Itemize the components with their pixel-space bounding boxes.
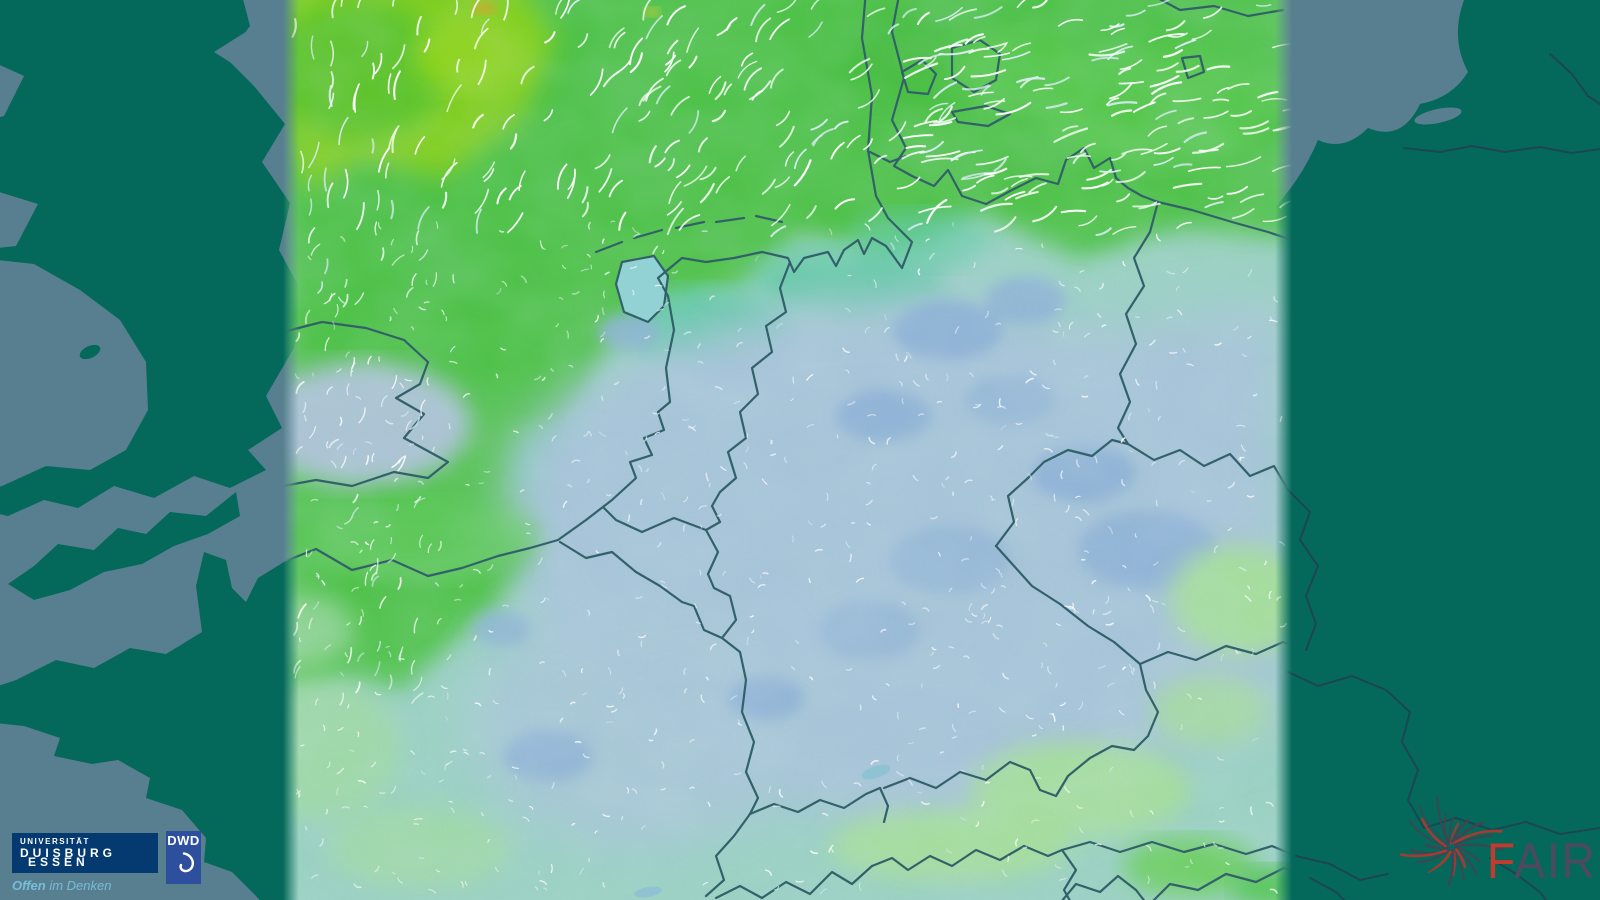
ijsselmeer-lake [616,256,668,322]
funen-island [900,58,938,96]
ude-tagline-rest: im Denken [45,878,112,893]
wadden-islands [594,214,784,254]
dwd-spiral-icon [178,852,194,873]
ude-tagline-lead: Offen [12,878,46,893]
breton-islet [247,793,257,799]
cornwall-land [8,492,240,600]
dim-borders [1287,53,1600,900]
breton-islet [264,815,272,821]
channel-island [205,665,215,671]
border-cz-sw [994,544,1142,666]
border-cz-nw [994,438,1130,548]
border-nl-de [704,260,792,532]
lolland-island [950,104,1012,128]
model-domain-wind-field [240,0,1312,900]
border-ch-west [704,812,752,898]
dwd-label: DWD [167,833,200,848]
firth-of-clyde [0,192,38,248]
border-fr-de [720,636,760,816]
ude-line3: ESSEN [28,855,89,869]
border-de-pl [1116,200,1160,446]
moray-firth [214,28,256,70]
isle-of-man [79,344,101,360]
baltic-sea-dim [1270,0,1468,212]
fair-letters-air: AIR [1514,833,1597,889]
border-cz-pl [1126,442,1290,492]
border-ch-south [714,864,874,900]
border-ch-north [748,786,882,816]
wind-streaks [291,0,1311,895]
hebrides-island [80,2,112,18]
ude-tagline: Offen im Denken [12,878,158,893]
fair-wordmark: FAIR [1487,832,1597,890]
irish-sea [0,260,148,487]
lake-geneva [634,886,662,898]
scottish-inlet [0,65,24,117]
eastern-land [1270,0,1600,900]
border-be-de-lu [692,528,738,640]
orkney-island [142,0,158,7]
ude-logo-box: UNIVERSITÄT DUISBURG ESSEN [12,833,158,873]
border-ch-at [878,786,890,824]
channel-island [230,674,242,682]
border-at-si [1060,840,1298,858]
ijsselmeer-outline [614,254,670,324]
border-be-nl [602,506,708,534]
dwd-logo: DWD [166,831,201,884]
country-borders [558,150,1312,900]
border-at-de [882,662,1160,798]
fair-letter-f: F [1487,833,1515,889]
france-land [0,548,320,900]
adriatic-coast [1061,874,1146,900]
border-be-fr [558,540,696,608]
coastlines [281,0,1294,900]
border-dk-de [868,150,908,164]
jutland-east-coast [890,0,1294,242]
fair-starburst-icon [1399,796,1505,886]
border-cz-at [1138,640,1308,666]
vistula-lagoon [1414,107,1462,125]
szczecin-lagoon [1310,107,1350,133]
border-it-si [1060,848,1078,900]
border-it-at [870,844,1064,872]
ude-line1: UNIVERSITÄT [20,837,90,846]
lake-constance [861,764,891,780]
fair-logo: FAIR [1393,790,1600,900]
continental-coast [281,0,914,578]
ude-line2: DUISBURG [20,846,117,860]
border-si-hr [1152,866,1312,900]
hebrides-island [20,19,40,33]
ude-logo: UNIVERSITÄT DUISBURG ESSEN Offen im Denk… [12,833,158,893]
skane-coast [1159,0,1285,18]
england-coast [281,320,450,488]
